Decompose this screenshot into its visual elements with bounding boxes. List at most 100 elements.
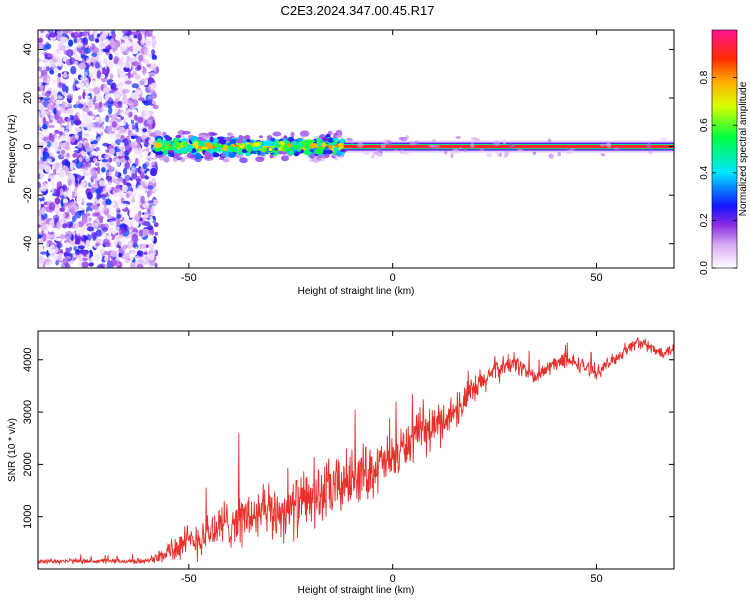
heatmap-cell xyxy=(557,152,562,157)
heatmap-cell xyxy=(139,217,143,222)
heatmap-cell xyxy=(122,252,129,260)
heatmap-cell xyxy=(52,52,56,57)
heatmap-cell xyxy=(121,30,128,34)
heatmap-cell xyxy=(57,81,63,89)
heatmap-cell xyxy=(57,58,63,67)
y-tick-label: -40 xyxy=(22,236,34,252)
heatmap-cell xyxy=(133,42,139,47)
heatmap-cell xyxy=(138,147,143,154)
heatmap-cell xyxy=(110,259,118,267)
heatmap-cell xyxy=(200,146,209,150)
heatmap-cell xyxy=(84,95,91,99)
heatmap-cell xyxy=(660,137,667,141)
heatmap-cell xyxy=(98,56,102,63)
heatmap-cell xyxy=(78,257,84,261)
heatmap-cell xyxy=(134,122,139,126)
heatmap-cell xyxy=(105,115,109,123)
heatmap-cell xyxy=(99,224,104,229)
heatmap-cell xyxy=(77,103,84,109)
heatmap-cell xyxy=(52,233,56,241)
heatmap-cell xyxy=(55,190,61,198)
heatmap-cell xyxy=(142,118,149,127)
heatmap-cell xyxy=(606,142,612,148)
heatmap-cell xyxy=(241,148,247,153)
heatmap-cell xyxy=(70,66,77,75)
heatmap-cell xyxy=(78,156,83,163)
heatmap-cell xyxy=(58,131,64,136)
heatmap-cell xyxy=(208,148,215,155)
heatmap-cell xyxy=(66,221,73,229)
heatmap-cell xyxy=(117,86,125,95)
heatmap-cell xyxy=(470,143,475,148)
heatmap-cell xyxy=(38,244,44,253)
heatmap-cell xyxy=(105,175,113,181)
heatmap-cell xyxy=(118,227,125,234)
heatmap-cell xyxy=(108,157,113,163)
heatmap-cell xyxy=(110,134,116,141)
heatmap-cell xyxy=(65,230,73,240)
heatmap-cell xyxy=(479,148,484,151)
spectrogram-panel: -50 0 50 -40 -20 0 20 40 Height of straight lin… xyxy=(7,29,675,297)
heatmap-cell xyxy=(90,127,99,133)
heatmap-cell xyxy=(599,153,606,156)
heatmap-cell xyxy=(105,126,113,135)
heatmap-cell xyxy=(38,124,41,130)
heatmap-cell xyxy=(91,52,98,58)
heatmap-cell xyxy=(78,95,82,101)
heatmap-cell xyxy=(143,251,148,255)
heatmap-cell xyxy=(147,123,153,131)
heatmap-cell xyxy=(86,202,93,207)
heatmap-cell xyxy=(151,41,156,49)
heatmap-cell xyxy=(103,250,109,256)
snr-series-line xyxy=(38,337,674,566)
heatmap-cell xyxy=(48,85,56,89)
heatmap-cell xyxy=(54,129,60,134)
heatmap-cell xyxy=(393,149,399,153)
snr-y-axis-label: SNR (10 * v/v) xyxy=(7,418,18,482)
heatmap-cell xyxy=(186,147,193,153)
heatmap-cell xyxy=(257,150,261,156)
snr-axes: -50 0 50 1000 2000 3000 4000 xyxy=(22,331,674,585)
heatmap-cell xyxy=(321,142,327,148)
heatmap-cell xyxy=(128,142,137,149)
heatmap-cell xyxy=(299,130,310,137)
heatmap-cell xyxy=(67,103,73,107)
heatmap-cell xyxy=(115,40,121,48)
heatmap-cell xyxy=(55,242,63,248)
heatmap-cell xyxy=(83,172,91,176)
heatmap-cell xyxy=(135,46,140,50)
heatmap-cell xyxy=(102,68,107,76)
heatmap-cell xyxy=(80,171,84,177)
heatmap-cell xyxy=(152,104,159,110)
heatmap-cell xyxy=(59,188,64,196)
heatmap-cell xyxy=(148,260,155,266)
heatmap-cell xyxy=(213,143,220,147)
heatmap-cell xyxy=(54,197,61,205)
heatmap-cell xyxy=(91,46,99,54)
heatmap-cell xyxy=(148,243,155,250)
heatmap-cell xyxy=(98,198,104,203)
heatmap-cell xyxy=(268,147,273,152)
heatmap-cell xyxy=(77,174,82,180)
heatmap-cell xyxy=(91,222,99,230)
heatmap-cell xyxy=(263,140,272,147)
heatmap-cell xyxy=(38,61,46,68)
heatmap-cell xyxy=(337,142,344,147)
heatmap-cell xyxy=(98,180,106,187)
heatmap-cell xyxy=(328,144,333,150)
heatmap-cell xyxy=(116,213,122,220)
heatmap-cell xyxy=(134,89,142,95)
heatmap-cell xyxy=(274,144,282,148)
heatmap-cell xyxy=(168,146,174,151)
heatmap-cell xyxy=(261,151,267,156)
heatmap-cell xyxy=(120,142,125,147)
heatmap-cell xyxy=(46,90,52,95)
heatmap-cell xyxy=(40,110,46,118)
heatmap-cell xyxy=(148,252,155,261)
y-tick-label: 40 xyxy=(22,43,34,55)
spectrogram-axes: -50 0 50 -40 -20 0 20 40 xyxy=(22,30,674,284)
x-tick-label: 0 xyxy=(390,272,396,284)
heatmap-cell xyxy=(115,184,123,189)
heatmap-cell xyxy=(114,192,122,197)
heatmap-cell xyxy=(143,109,151,117)
